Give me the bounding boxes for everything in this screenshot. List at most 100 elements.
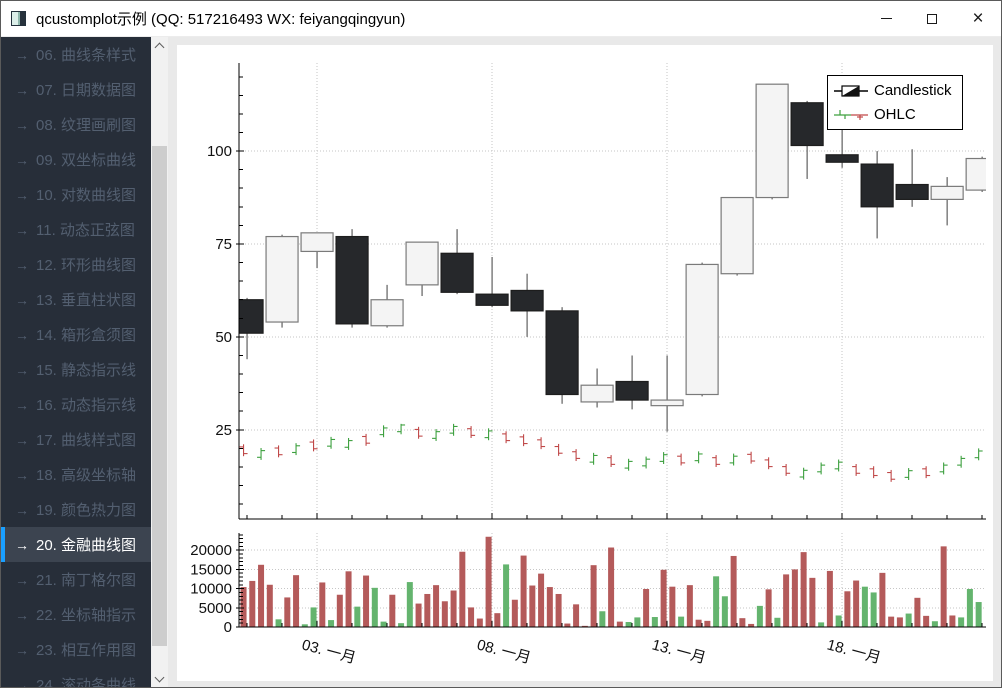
volume-bar [853,580,860,627]
candle-body [440,252,474,293]
candle-body [370,299,404,327]
sidebar-item-22[interactable]: → 22. 坐标轴指示 [1,597,151,632]
arrow-icon: → [15,326,29,343]
candle-body [895,183,929,200]
sidebar-item-15[interactable]: → 15. 静态指示线 [1,352,151,387]
sidebar-item-11[interactable]: → 11. 动态正弦图 [1,212,151,247]
sidebar-item-19[interactable]: → 19. 颜色热力图 [1,492,151,527]
sidebar-item-16[interactable]: → 16. 动态指示线 [1,387,151,422]
volume-bar [590,565,597,627]
window-title: qcustomplot示例 (QQ: 517216493 WX: feiyang… [36,11,406,28]
selected-accent-bar [1,317,5,352]
candle-body [580,384,614,403]
x-tick-label: 18. 一月 [825,636,883,667]
legend-item-ohlc[interactable]: OHLC [834,103,952,126]
volume-bar [783,574,790,627]
sidebar-item-23[interactable]: → 23. 相互作用图 [1,632,151,667]
volume-bar [686,585,693,627]
lower-y-tick-label: 0 [224,619,232,636]
volume-bar [835,615,842,627]
selected-accent-bar [1,387,5,422]
arrow-icon: → [15,221,29,238]
legend-item-candlestick[interactable]: Candlestick [834,79,952,102]
candle-body [930,185,964,200]
gridlines [239,63,986,627]
sidebar-item-12[interactable]: → 12. 环形曲线图 [1,247,151,282]
financial-chart[interactable]: 25 50 75 100 0 5000 10000 15000 20000 03. 一月 08. 一… [177,45,993,681]
sidebar-item-18[interactable]: → 18. 高级坐标轴 [1,457,151,492]
selected-accent-bar [1,282,5,317]
qcustomplot-canvas[interactable]: 25 50 75 100 0 5000 10000 15000 20000 03. 一月 08. 一… [177,45,993,681]
sidebar-item-24[interactable]: → 24. 滚动条曲线 [1,667,151,688]
candle-body [475,293,509,306]
selected-accent-bar [1,247,5,282]
volume-bar [468,607,475,627]
sidebar-item-07[interactable]: → 07. 日期数据图 [1,72,151,107]
selected-accent-bar [1,457,5,492]
minimize-button[interactable] [863,1,909,36]
sidebar-item-13[interactable]: → 13. 垂直柱状图 [1,282,151,317]
volume-bar [870,592,877,627]
sidebar-item-09[interactable]: → 09. 双坐标曲线 [1,142,151,177]
arrow-icon: → [15,536,29,553]
arrow-icon: → [15,501,29,518]
upper-y-tick-label: 25 [215,422,232,439]
volume-bar [800,552,807,627]
volume-bar [345,571,352,627]
volume-bar [643,588,650,627]
candle-body [239,299,264,334]
scrollbar-thumb[interactable] [152,146,167,646]
candle-body [790,102,824,147]
sidebar-item-label: 23. 相互作用图 [36,642,137,659]
sidebar-item-label: 09. 双坐标曲线 [36,152,137,169]
volume-bar [651,617,658,627]
volume-bar [555,593,562,627]
volume-bar [704,620,711,627]
sidebar-item-08[interactable]: → 08. 纹理画刷图 [1,107,151,142]
candle-body [300,232,334,253]
arrow-icon: → [15,361,29,378]
lower-y-tick-label: 15000 [190,561,232,578]
selected-accent-bar [1,492,5,527]
sidebar-item-10[interactable]: → 10. 对数曲线图 [1,177,151,212]
ohlc-legend-icon [834,109,868,120]
volume-bar [695,619,702,627]
volume-bar [616,621,623,627]
volume-bar [678,616,685,627]
arrow-icon: → [15,676,29,688]
arrow-icon: → [15,291,29,308]
sidebar-item-label: 06. 曲线条样式 [36,47,137,64]
sidebar-item-20[interactable]: → 20. 金融曲线图 [1,527,151,562]
volume-bar [564,623,571,627]
sidebar-item-17[interactable]: → 17. 曲线样式图 [1,422,151,457]
close-button[interactable]: × [955,1,1001,36]
minimize-icon [880,18,892,19]
sidebar-scrollbar[interactable] [151,37,168,687]
volume-bar [336,594,343,627]
maximize-button[interactable] [909,1,955,36]
scrollbar-down-button[interactable] [151,670,168,687]
volume-bar [888,616,895,627]
selected-accent-bar [1,72,5,107]
selected-accent-bar [1,177,5,212]
arrow-icon: → [15,81,29,98]
volume-bar [529,585,536,627]
scrollbar-up-button[interactable] [151,37,168,54]
axes [236,63,986,628]
sidebar-item-14[interactable]: → 14. 箱形盒须图 [1,317,151,352]
volume-bar [748,623,755,627]
volume-bar [450,590,457,627]
selected-accent-bar [1,632,5,667]
arrow-icon: → [15,571,29,588]
sidebar-item-06[interactable]: → 06. 曲线条样式 [1,37,151,72]
sidebar-item-label: 08. 纹理画刷图 [36,117,137,134]
sidebar-item-label: 24. 滚动条曲线 [36,677,137,687]
volume-bar [415,603,422,627]
sidebar-item-21[interactable]: → 21. 南丁格尔图 [1,562,151,597]
lower-y-tick-label: 10000 [190,581,232,598]
candle-body [510,289,544,312]
arrow-icon: → [15,151,29,168]
sidebar-item-label: 15. 静态指示线 [36,362,137,379]
sidebar-item-label: 10. 对数曲线图 [36,187,137,204]
arrow-icon: → [15,256,29,273]
